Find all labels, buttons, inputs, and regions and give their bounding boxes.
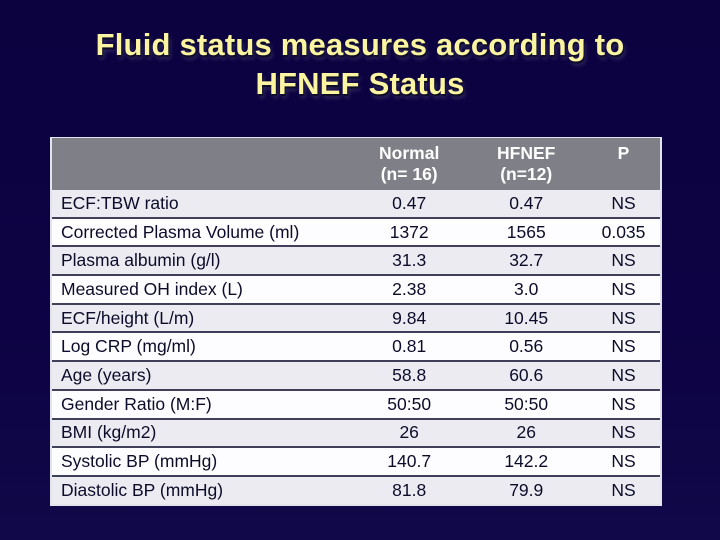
p-value: NS: [587, 474, 660, 504]
p-value: NS: [587, 190, 660, 218]
row-label: ECF/height (L/m): [52, 302, 353, 333]
table-row: Age (years) 58.8 60.6 NS: [52, 360, 660, 390]
normal-value: 58.8: [352, 360, 466, 390]
table-row: Plasma albumin (g/l) 31.3 32.7 NS: [52, 245, 660, 276]
header-hfnef-title: HFNEF: [497, 143, 556, 163]
normal-value: 140.7: [352, 446, 466, 476]
hfnef-value: 50:50: [465, 388, 588, 419]
normal-value: 50:50: [352, 388, 466, 419]
p-value: NS: [587, 360, 660, 390]
hfnef-value: 142.2: [465, 446, 588, 476]
hfnef-value: 32.7: [465, 245, 588, 276]
p-value: NS: [587, 245, 660, 276]
normal-value: 81.8: [352, 474, 466, 504]
table-row: Diastolic BP (mmHg) 81.8 79.9 NS: [52, 474, 660, 504]
header-cell-empty: [52, 138, 353, 190]
row-label: Log CRP (mg/ml): [52, 331, 353, 362]
header-hfnef-subtitle: (n=12): [500, 164, 553, 184]
row-label: Age (years): [52, 360, 353, 390]
table-row: Measured OH index (L) 2.38 3.0 NS: [52, 274, 660, 304]
p-value: NS: [587, 417, 660, 448]
fluid-status-table-container: Normal (n= 16) HFNEF (n=12) P ECF:TBW ra…: [50, 137, 662, 506]
p-value: NS: [587, 446, 660, 476]
header-cell-hfnef: HFNEF (n=12): [465, 138, 588, 190]
hfnef-value: 0.56: [465, 331, 588, 362]
p-value: 0.035: [587, 216, 660, 247]
table-row: BMI (kg/m2) 26 26 NS: [52, 417, 660, 448]
row-label: Diastolic BP (mmHg): [52, 474, 353, 504]
row-label: BMI (kg/m2): [52, 417, 353, 448]
table-header-row: Normal (n= 16) HFNEF (n=12) P: [52, 138, 660, 190]
normal-value: 0.81: [352, 331, 466, 362]
table-body: ECF:TBW ratio 0.47 0.47 NS Corrected Pla…: [52, 190, 660, 504]
table-row: ECF/height (L/m) 9.84 10.45 NS: [52, 302, 660, 333]
header-normal-subtitle: (n= 16): [380, 164, 438, 184]
table-header: Normal (n= 16) HFNEF (n=12) P: [52, 138, 660, 190]
slide-title-line-1: Fluid status measures according to: [95, 27, 625, 62]
hfnef-value: 26: [465, 417, 588, 448]
p-value: NS: [587, 302, 660, 333]
row-label: Systolic BP (mmHg): [52, 446, 353, 476]
hfnef-value: 3.0: [465, 274, 588, 304]
hfnef-value: 60.6: [465, 360, 588, 390]
p-value: NS: [587, 274, 660, 304]
header-cell-normal: Normal (n= 16): [352, 138, 466, 190]
hfnef-value: 1565: [465, 216, 588, 247]
header-cell-p: P: [587, 138, 660, 190]
table-row: Corrected Plasma Volume (ml) 1372 1565 0…: [52, 216, 660, 247]
row-label: Measured OH index (L): [52, 274, 353, 304]
table-row: Gender Ratio (M:F) 50:50 50:50 NS: [52, 388, 660, 419]
table-row: ECF:TBW ratio 0.47 0.47 NS: [52, 190, 660, 218]
normal-value: 0.47: [352, 190, 466, 218]
slide-title-line-2: HFNEF Status: [255, 66, 465, 101]
row-label: Corrected Plasma Volume (ml): [52, 216, 353, 247]
fluid-status-table: Normal (n= 16) HFNEF (n=12) P ECF:TBW ra…: [52, 138, 660, 504]
slide-title: Fluid status measures according to HFNEF…: [0, 25, 720, 103]
p-value: NS: [587, 331, 660, 362]
header-normal-title: Normal: [379, 143, 440, 163]
p-value: NS: [587, 388, 660, 419]
normal-value: 31.3: [352, 245, 466, 276]
hfnef-value: 0.47: [465, 190, 588, 218]
hfnef-value: 10.45: [465, 302, 588, 333]
normal-value: 2.38: [352, 274, 466, 304]
row-label: ECF:TBW ratio: [52, 190, 353, 218]
row-label: Plasma albumin (g/l): [52, 245, 353, 276]
normal-value: 26: [352, 417, 466, 448]
normal-value: 1372: [352, 216, 466, 247]
table-row: Systolic BP (mmHg) 140.7 142.2 NS: [52, 446, 660, 476]
row-label: Gender Ratio (M:F): [52, 388, 353, 419]
hfnef-value: 79.9: [465, 474, 588, 504]
table-row: Log CRP (mg/ml) 0.81 0.56 NS: [52, 331, 660, 362]
normal-value: 9.84: [352, 302, 466, 333]
